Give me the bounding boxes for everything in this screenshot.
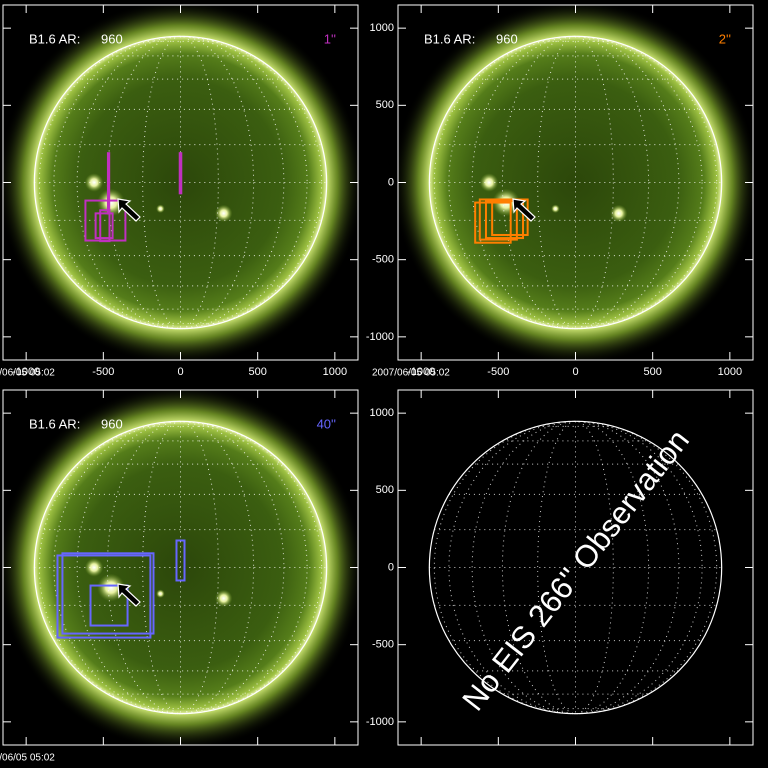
x-tick-label: 0: [572, 366, 578, 378]
solar-disc: [429, 36, 722, 329]
flare-label: B1.6 AR:: [29, 31, 80, 46]
x-tick-label: 500: [248, 366, 266, 378]
solar-limb: [33, 420, 328, 715]
longitude-line: [142, 420, 219, 715]
slit-label: 1'': [324, 31, 336, 46]
raster-box: [175, 539, 186, 582]
slit-label: 2'': [719, 31, 731, 46]
region-label: 960: [101, 416, 123, 431]
flare-label: B1.6 AR:: [424, 31, 475, 46]
x-tick-label: -500: [487, 366, 509, 378]
y-tick-label: -500: [372, 254, 394, 266]
y-tick-label: 500: [376, 99, 394, 111]
longitude-line: [537, 35, 614, 330]
active-region: [479, 173, 499, 192]
longitude-line: [53, 420, 308, 715]
raster-box: [106, 152, 111, 215]
date-label: 2007/06/05 05:02: [0, 753, 55, 764]
longitude-line: [142, 35, 219, 330]
y-tick-label: 1000: [370, 407, 394, 419]
solar-limb: [428, 420, 723, 715]
panel: [398, 5, 753, 360]
x-tick-label: 0: [177, 366, 183, 378]
active-region: [84, 173, 104, 192]
date-label: 2007/06/05 05:02: [0, 368, 55, 379]
longitude-line: [471, 35, 680, 330]
longitude-line: [471, 420, 680, 715]
x-tick-label: -1000: [407, 366, 435, 378]
date-label: 2007/06/05 05:02: [372, 368, 450, 379]
active-region: [156, 589, 165, 599]
solar-limb: [428, 35, 723, 330]
x-tick-label: -500: [92, 366, 114, 378]
y-tick-label: -500: [372, 639, 394, 651]
raster-box: [99, 209, 111, 243]
active-region: [215, 204, 233, 223]
y-tick-label: 0: [388, 561, 394, 573]
slit-label: 40'': [317, 416, 336, 431]
active-region: [84, 558, 104, 577]
region-label: 960: [496, 31, 518, 46]
longitude-line: [76, 35, 285, 330]
raster-box: [178, 152, 183, 195]
active-region: [551, 204, 560, 214]
y-tick-label: -1000: [366, 331, 394, 343]
active-region: [156, 204, 165, 214]
longitude-line: [537, 420, 614, 715]
panel: [3, 390, 358, 745]
raster-box: [56, 554, 152, 639]
y-tick-label: -1000: [366, 716, 394, 728]
region-label: 960: [101, 31, 123, 46]
solar-disc: [34, 421, 327, 714]
y-tick-label: 1000: [370, 22, 394, 34]
pointer-arrow: [117, 198, 141, 222]
raster-box: [484, 200, 525, 240]
y-tick-label: 0: [388, 176, 394, 188]
active-region: [215, 589, 233, 608]
active-region: [610, 204, 628, 223]
flare-label: B1.6 AR:: [29, 416, 80, 431]
x-tick-label: 500: [643, 366, 661, 378]
pointer-arrow: [512, 198, 536, 222]
x-tick-label: 1000: [718, 366, 742, 378]
x-tick-label: 1000: [323, 366, 347, 378]
raster-box: [94, 212, 114, 240]
longitude-line: [76, 420, 285, 715]
x-tick-label: -1000: [12, 366, 40, 378]
panel: [428, 420, 723, 715]
panel: [3, 5, 358, 360]
raster-box: [89, 584, 129, 627]
raster-box: [61, 552, 155, 635]
pointer-arrow: [117, 583, 141, 607]
active-region: [97, 573, 125, 602]
solar-limb: [33, 35, 328, 330]
y-tick-label: 500: [376, 484, 394, 496]
longitude-line: [53, 35, 308, 330]
